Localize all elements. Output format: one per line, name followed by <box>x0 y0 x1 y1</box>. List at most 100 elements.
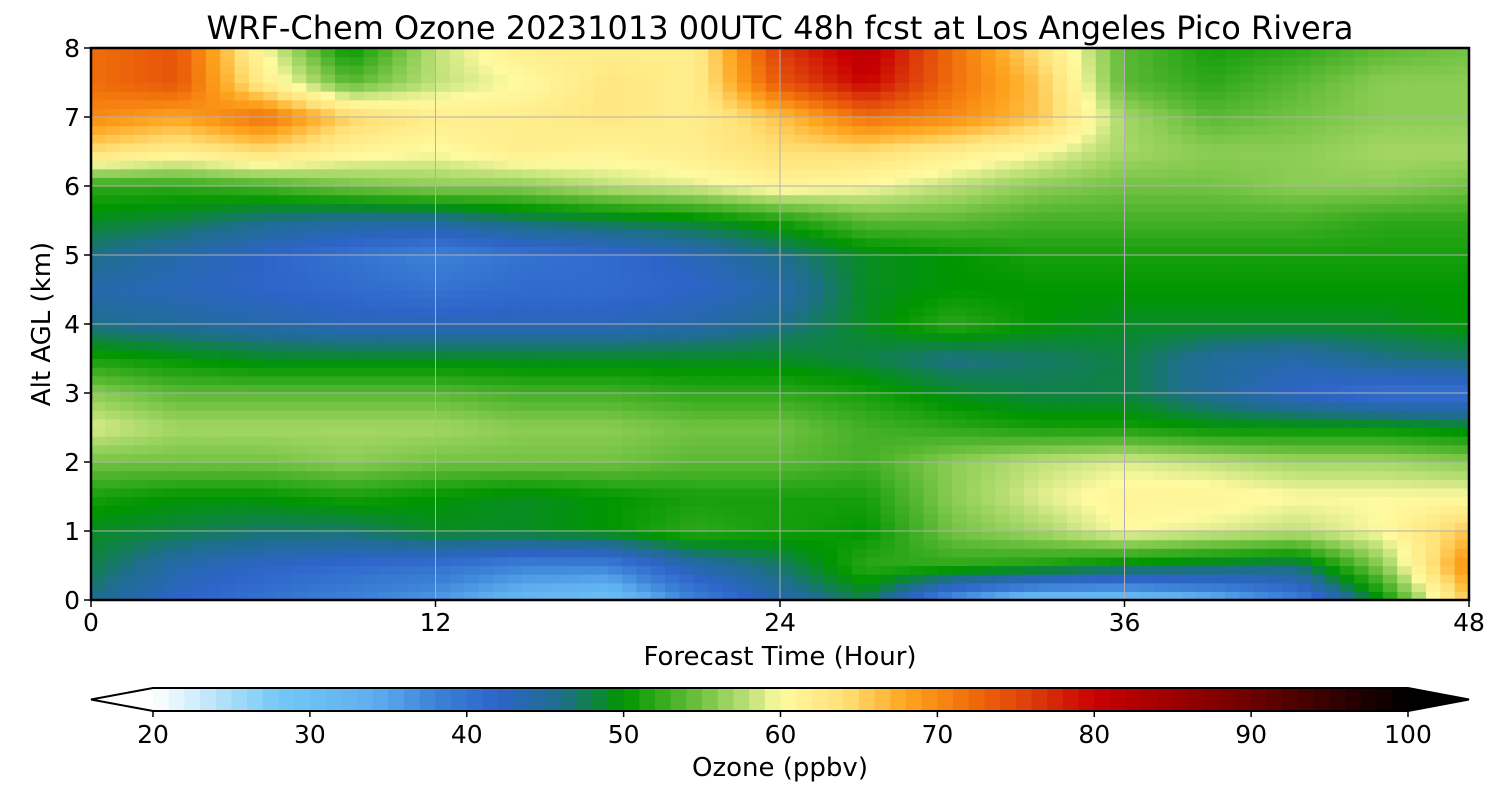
heatmap-cell <box>248 505 264 515</box>
heatmap-cell <box>507 427 523 437</box>
heatmap-cell <box>306 246 322 256</box>
heatmap-cell <box>650 229 666 239</box>
heatmap-cell <box>751 496 767 506</box>
heatmap-cell <box>1339 177 1355 187</box>
heatmap-cell <box>1124 151 1140 161</box>
heatmap-cell <box>1081 462 1097 472</box>
heatmap-cell <box>1311 531 1327 541</box>
heatmap-cell <box>148 142 164 153</box>
heatmap-cell <box>679 237 695 247</box>
heatmap-cell <box>1224 246 1240 256</box>
heatmap-cell <box>1239 505 1255 515</box>
heatmap-cell <box>1067 522 1083 532</box>
heatmap-cell <box>665 496 681 506</box>
heatmap-cell <box>1224 255 1240 265</box>
heatmap-cell <box>119 177 135 187</box>
heatmap-cell <box>1224 444 1240 454</box>
heatmap-cell <box>923 194 939 204</box>
heatmap-cell <box>220 384 236 394</box>
heatmap-cell <box>894 582 910 592</box>
heatmap-cell <box>679 229 695 239</box>
heatmap-cell <box>277 151 293 161</box>
heatmap-cell <box>736 324 752 334</box>
heatmap-cell <box>1009 375 1025 385</box>
heatmap-cell <box>1425 255 1441 265</box>
heatmap-cell <box>579 548 594 558</box>
heatmap-cell <box>1124 548 1140 558</box>
heatmap-cell <box>263 548 279 558</box>
heatmap-cell <box>1181 186 1197 196</box>
heatmap-cell <box>421 470 437 480</box>
heatmap-cell <box>665 401 681 411</box>
heatmap-cell <box>349 315 365 325</box>
heatmap-cell <box>952 574 968 584</box>
heatmap-cell <box>1167 186 1183 196</box>
heatmap-cell <box>851 531 867 541</box>
heatmap-cell <box>622 315 638 325</box>
heatmap-cell <box>952 194 968 204</box>
heatmap-cell <box>277 306 293 316</box>
heatmap-cell <box>464 453 480 463</box>
heatmap-cell <box>794 574 810 584</box>
heatmap-cell <box>535 168 551 178</box>
heatmap-cell <box>579 306 594 316</box>
heatmap-cell <box>191 556 207 567</box>
heatmap-cell <box>478 298 494 308</box>
heatmap-cell <box>808 522 824 532</box>
heatmap-cell <box>464 349 480 360</box>
heatmap-cell <box>1325 358 1341 368</box>
heatmap-cell <box>1382 384 1398 394</box>
heatmap-cell <box>277 177 293 187</box>
heatmap-cell <box>765 470 781 480</box>
heatmap-cell <box>363 591 379 600</box>
heatmap-cell <box>952 280 968 291</box>
heatmap-cell <box>1224 349 1240 360</box>
heatmap-cell <box>134 280 150 291</box>
heatmap-cell <box>535 315 551 325</box>
heatmap-cell <box>1368 315 1384 325</box>
heatmap-cell <box>1124 186 1140 196</box>
heatmap-cell <box>1339 349 1355 360</box>
heatmap-cell <box>421 220 437 230</box>
heatmap-cell <box>593 220 609 230</box>
heatmap-cell <box>421 384 437 394</box>
heatmap-cell <box>277 298 293 308</box>
heatmap-cell <box>392 436 408 446</box>
heatmap-cell <box>564 358 580 368</box>
heatmap-cell <box>435 401 451 411</box>
heatmap-cell <box>1181 358 1197 368</box>
heatmap-cell <box>909 203 925 213</box>
heatmap-cell <box>607 315 623 325</box>
heatmap-cell <box>636 237 652 247</box>
heatmap-cell <box>478 574 494 584</box>
heatmap-cell <box>492 298 508 308</box>
heatmap-cell <box>1382 332 1398 342</box>
heatmap-cell <box>449 160 465 170</box>
heatmap-cell <box>1052 255 1068 265</box>
heatmap-cell <box>866 263 882 273</box>
heatmap-cell <box>205 462 221 472</box>
heatmap-cell <box>995 444 1011 454</box>
heatmap-cell <box>248 418 264 429</box>
heatmap-cell <box>980 556 996 567</box>
heatmap-cell <box>392 539 408 549</box>
heatmap-cell <box>1454 298 1469 308</box>
heatmap-cell <box>693 160 709 170</box>
heatmap-cell <box>607 246 623 256</box>
heatmap-cell <box>1268 522 1283 532</box>
heatmap-cell <box>665 306 681 316</box>
heatmap-cell <box>148 470 164 480</box>
heatmap-cell <box>1224 548 1240 558</box>
heatmap-cell <box>492 556 508 567</box>
heatmap-cell <box>909 298 925 308</box>
heatmap-cell <box>1210 401 1226 411</box>
heatmap-cell <box>1339 462 1355 472</box>
heatmap-cell <box>808 341 824 351</box>
heatmap-cell <box>622 177 638 187</box>
heatmap-cell <box>1454 341 1469 351</box>
heatmap-cell <box>1454 444 1469 454</box>
heatmap-cell <box>607 349 623 360</box>
heatmap-cell <box>1397 462 1413 472</box>
heatmap-cell <box>1397 151 1413 161</box>
heatmap-cell <box>421 556 437 567</box>
